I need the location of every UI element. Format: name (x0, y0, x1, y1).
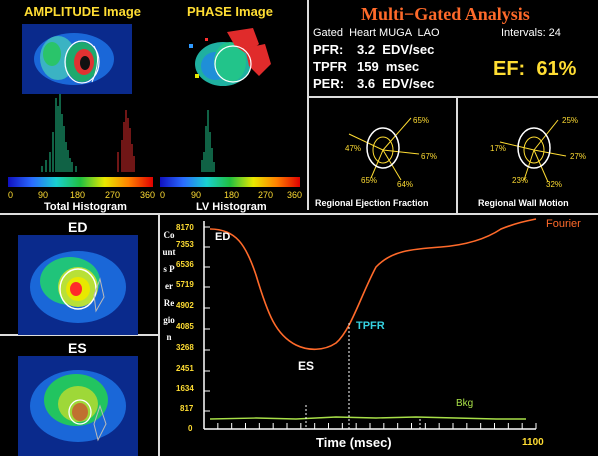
lv-color-scale (160, 177, 300, 187)
metric-tpfr-value: 159 msec (357, 59, 420, 74)
lv-scale-tick-270: 270 (258, 190, 274, 200)
divider-regional-vertical (456, 98, 458, 214)
regional-wm-panel: 25% 17% 27% 23% 32% Regional Wall Motion (458, 98, 598, 213)
y-tick-4902: 4902 (176, 301, 194, 310)
total-scale-tick-270: 270 (105, 190, 121, 200)
total-scale-tick-0: 0 (8, 190, 14, 200)
y-tick-1634: 1634 (176, 384, 194, 393)
regional-wm-value-5: 32% (546, 180, 563, 189)
total-histogram-label: Total Histogram (44, 201, 127, 213)
regional-wm-value-2: 17% (490, 144, 507, 153)
es-image (18, 356, 138, 456)
ed-panel: ED (0, 215, 158, 335)
time-activity-curve (203, 218, 537, 430)
y-tick-5719: 5719 (176, 280, 194, 289)
metric-pfr-value: 3.2 EDV/sec (357, 42, 435, 57)
total-histogram (41, 94, 135, 172)
regional-ef-value-2: 47% (345, 144, 362, 153)
metric-per-value: 3.6 EDV/sec (357, 76, 435, 91)
curve-panel: Counts Per Region 8170 7353 6536 5719 49… (160, 215, 598, 456)
regional-wm-diagram (499, 119, 567, 183)
metric-per-label: PER: (313, 76, 345, 91)
regional-wm-value-4: 23% (512, 176, 529, 185)
regional-ef-value-1: 65% (413, 116, 430, 125)
total-scale-tick-90: 90 (38, 190, 49, 200)
divider-main-horizontal (0, 213, 598, 215)
es-label: ES (68, 340, 87, 356)
es-panel: ES (0, 336, 158, 456)
curve-es-label: ES (298, 359, 315, 373)
regional-ef-value-4: 65% (361, 176, 378, 185)
phase-title: PHASE Image (187, 4, 273, 19)
metric-tpfr: TPFR 159 msec (313, 59, 419, 74)
regional-ef-title: Regional Ejection Fraction (315, 198, 429, 208)
phase-image (175, 24, 295, 94)
total-scale-tick-360: 360 (140, 190, 156, 200)
regional-ef-value-5: 64% (397, 180, 414, 189)
regional-wm-value-1: 25% (562, 116, 579, 125)
regional-ef-panel: 65% 47% 67% 65% 64% Regional Ejection Fr… (309, 98, 456, 213)
divider-top-horizontal (309, 96, 598, 98)
curve-bkg-label: Bkg (456, 398, 474, 409)
analysis-title: Multi−Gated Analysis (361, 4, 530, 24)
amplitude-panel: AMPLITUDE Image (0, 0, 155, 96)
metric-pfr-label: PFR: (313, 42, 344, 57)
y-tick-2451: 2451 (176, 364, 194, 373)
total-scale-tick-180: 180 (70, 190, 86, 200)
analysis-subtitle: Gated Heart MUGA LAO (313, 27, 440, 39)
y-tick-817: 817 (180, 404, 194, 413)
lv-histogram-label: LV Histogram (196, 201, 267, 213)
curve-ed-label: ED (215, 231, 231, 243)
lv-scale-tick-0: 0 (160, 190, 166, 200)
y-tick-3268: 3268 (176, 343, 194, 352)
phase-panel: PHASE Image (155, 0, 307, 96)
regional-ef-diagram (348, 117, 420, 181)
lv-histogram (201, 110, 215, 172)
divider-ed-es (0, 334, 158, 336)
curve-x-end: 1100 (522, 437, 544, 448)
lv-scale-tick-180: 180 (224, 190, 240, 200)
y-tick-7353: 7353 (176, 240, 194, 249)
metric-pfr: PFR: 3.2 EDV/sec (313, 42, 434, 57)
y-tick-6536: 6536 (176, 260, 194, 269)
y-tick-8170: 8170 (176, 223, 194, 232)
lv-scale-tick-90: 90 (191, 190, 202, 200)
regional-wm-value-3: 27% (570, 152, 587, 161)
divider-curve-left (158, 214, 160, 456)
total-color-scale (8, 177, 153, 187)
curve-xlabel: Time (msec) (316, 435, 392, 450)
curve-tpfr-label: TPFR (356, 320, 385, 332)
y-tick-0: 0 (188, 424, 193, 433)
y-tick-4085: 4085 (176, 322, 194, 331)
fourier-curve (209, 218, 537, 351)
curve-x-ticks (203, 423, 537, 429)
intervals-readout: Intervals: 24 (501, 27, 561, 39)
lv-scale-tick-360: 360 (287, 190, 303, 200)
ed-image (18, 235, 138, 335)
ejection-fraction: EF: 61% (493, 58, 577, 80)
amplitude-image (22, 24, 132, 94)
divider-vertical-top (307, 0, 309, 210)
metric-per: PER: 3.6 EDV/sec (313, 76, 434, 91)
curve-y-ticks (204, 226, 210, 412)
regional-ef-value-3: 67% (421, 152, 438, 161)
analysis-panel: Multi−Gated Analysis Gated Heart MUGA LA… (309, 0, 598, 96)
curve-fourier-label: Fourier (546, 218, 581, 230)
bkg-curve (209, 416, 526, 420)
amplitude-title: AMPLITUDE Image (24, 4, 142, 19)
regional-wm-title: Regional Wall Motion (478, 198, 569, 208)
metric-tpfr-label: TPFR (313, 59, 347, 74)
curve-ylabel: Counts Per Region (162, 230, 176, 342)
ed-label: ED (68, 219, 88, 235)
